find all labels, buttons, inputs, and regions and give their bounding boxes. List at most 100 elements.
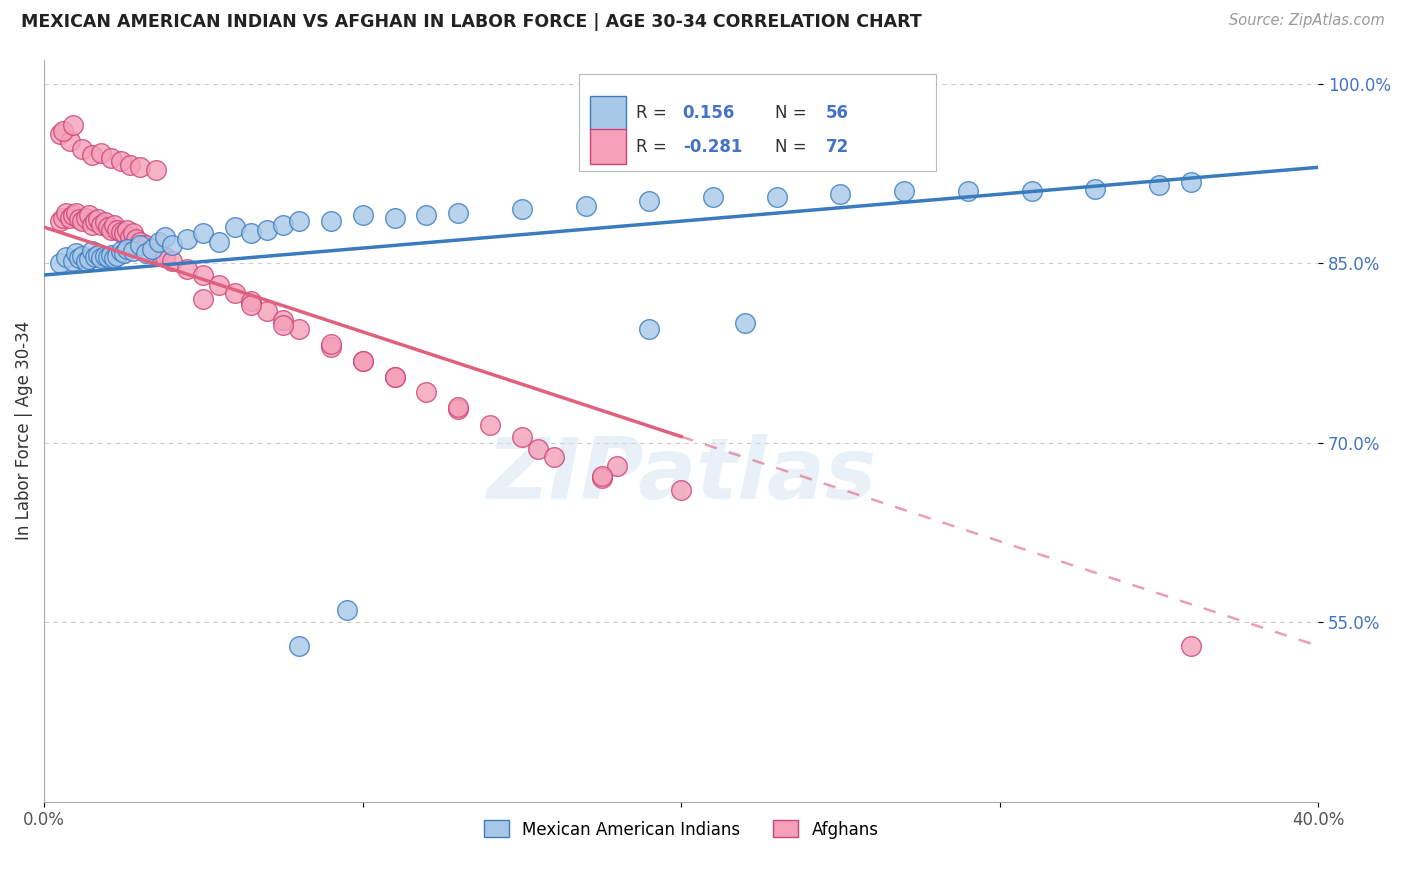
Point bbox=[271, 313, 294, 327]
Point bbox=[87, 211, 110, 226]
Point bbox=[100, 151, 122, 165]
Point bbox=[415, 208, 437, 222]
Point bbox=[638, 194, 661, 208]
Point bbox=[176, 262, 198, 277]
Point bbox=[90, 145, 112, 160]
Point bbox=[591, 469, 613, 483]
Point bbox=[765, 190, 787, 204]
Point bbox=[193, 292, 215, 306]
Point bbox=[669, 483, 692, 498]
Point bbox=[84, 214, 107, 228]
Point bbox=[447, 206, 470, 220]
Point bbox=[122, 226, 145, 240]
Point bbox=[893, 184, 915, 198]
Point bbox=[90, 252, 112, 266]
Point bbox=[153, 229, 176, 244]
Point bbox=[193, 268, 215, 282]
Point bbox=[128, 235, 150, 249]
Point bbox=[112, 246, 135, 260]
Point bbox=[67, 211, 90, 226]
Point bbox=[240, 226, 263, 240]
Text: Source: ZipAtlas.com: Source: ZipAtlas.com bbox=[1229, 13, 1385, 29]
Point bbox=[62, 119, 84, 133]
Point bbox=[125, 232, 148, 246]
Point bbox=[1084, 182, 1107, 196]
Point bbox=[87, 248, 110, 262]
Point bbox=[160, 238, 183, 252]
Point bbox=[55, 206, 77, 220]
Point bbox=[1180, 175, 1202, 189]
Point bbox=[93, 249, 115, 263]
Point bbox=[62, 253, 84, 268]
Point bbox=[93, 215, 115, 229]
Point bbox=[65, 206, 87, 220]
Point bbox=[352, 208, 374, 222]
Point bbox=[830, 186, 852, 201]
Point bbox=[55, 250, 77, 264]
Point bbox=[105, 249, 128, 263]
Point bbox=[112, 226, 135, 240]
Point bbox=[384, 211, 406, 225]
Point bbox=[80, 218, 103, 232]
Point bbox=[319, 340, 342, 354]
Point bbox=[100, 248, 122, 262]
Point bbox=[72, 214, 94, 228]
Point bbox=[543, 450, 565, 464]
Point bbox=[193, 226, 215, 240]
Point bbox=[110, 225, 132, 239]
Point bbox=[80, 148, 103, 162]
Point bbox=[384, 369, 406, 384]
Point bbox=[110, 154, 132, 169]
Point bbox=[72, 249, 94, 263]
Point bbox=[145, 162, 167, 177]
Point bbox=[352, 354, 374, 368]
Point bbox=[288, 214, 311, 228]
Point bbox=[90, 218, 112, 232]
Point bbox=[591, 471, 613, 485]
Point bbox=[120, 158, 142, 172]
Point bbox=[148, 246, 170, 260]
Point bbox=[110, 244, 132, 258]
Point bbox=[288, 639, 311, 653]
Legend: Mexican American Indians, Afghans: Mexican American Indians, Afghans bbox=[477, 814, 886, 846]
Point bbox=[77, 208, 100, 222]
Point bbox=[606, 459, 628, 474]
Point bbox=[97, 250, 120, 264]
Point bbox=[510, 429, 533, 443]
Point bbox=[256, 222, 278, 236]
Point bbox=[141, 242, 163, 256]
Point bbox=[52, 124, 75, 138]
Point bbox=[734, 316, 756, 330]
Point bbox=[336, 603, 359, 617]
Point bbox=[384, 369, 406, 384]
Point bbox=[479, 417, 502, 432]
Point bbox=[319, 214, 342, 228]
Point bbox=[62, 208, 84, 222]
Point bbox=[447, 402, 470, 417]
Point bbox=[288, 322, 311, 336]
Point bbox=[128, 161, 150, 175]
Point bbox=[208, 277, 231, 292]
Point bbox=[1021, 184, 1043, 198]
Point bbox=[447, 400, 470, 414]
Point bbox=[208, 235, 231, 249]
Point bbox=[702, 190, 724, 204]
Point bbox=[97, 220, 120, 235]
Point bbox=[52, 211, 75, 225]
Text: MEXICAN AMERICAN INDIAN VS AFGHAN IN LABOR FORCE | AGE 30-34 CORRELATION CHART: MEXICAN AMERICAN INDIAN VS AFGHAN IN LAB… bbox=[21, 13, 922, 31]
Point bbox=[122, 244, 145, 258]
Point bbox=[240, 298, 263, 312]
Y-axis label: In Labor Force | Age 30-34: In Labor Force | Age 30-34 bbox=[15, 321, 32, 541]
Point bbox=[956, 184, 979, 198]
Point bbox=[271, 218, 294, 232]
Point bbox=[80, 244, 103, 258]
Point bbox=[65, 246, 87, 260]
Point bbox=[240, 294, 263, 309]
Text: ZIPatlas: ZIPatlas bbox=[486, 434, 876, 516]
Point bbox=[224, 285, 246, 300]
Point bbox=[103, 252, 125, 266]
Point bbox=[1147, 178, 1170, 193]
Point bbox=[77, 252, 100, 267]
Point bbox=[575, 198, 598, 212]
Point bbox=[72, 142, 94, 156]
